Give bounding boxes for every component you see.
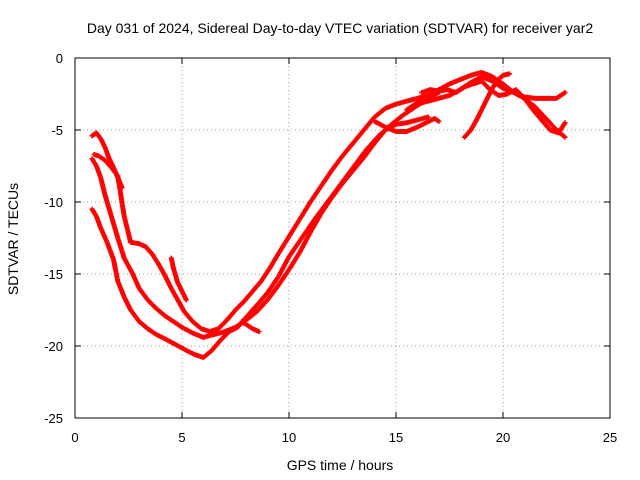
x-tick-label: 25	[603, 430, 617, 445]
series-track-5	[168, 255, 189, 303]
series-track-11	[372, 115, 442, 134]
plot-frame	[74, 57, 611, 419]
data-point	[256, 329, 262, 335]
y-tick-label: 0	[56, 51, 63, 66]
data-point	[562, 90, 568, 96]
y-axis-label: SDTVAR / TECUs	[5, 183, 21, 295]
series-track-10	[461, 71, 512, 140]
y-tick-label: -15	[44, 267, 63, 282]
data-points	[89, 69, 568, 361]
series-track-6	[239, 319, 262, 335]
series-track-1	[89, 90, 442, 361]
y-tick-label: -5	[51, 123, 63, 138]
y-tick-label: -20	[44, 339, 63, 354]
data-point	[562, 120, 568, 126]
data-point	[425, 114, 431, 120]
data-point	[183, 297, 189, 303]
y-tick-label: -10	[44, 195, 63, 210]
axis-ticks: 0 5 10 15 20 25 0 -5 -10 -15 -20 -25	[44, 51, 617, 445]
x-tick-label: 15	[389, 430, 403, 445]
series-track-4	[91, 92, 431, 335]
data-point	[562, 134, 568, 140]
series-track-2	[89, 114, 431, 340]
grid-lines	[75, 58, 610, 418]
x-tick-label: 0	[71, 430, 78, 445]
y-tick-label: -25	[44, 411, 63, 426]
data-point	[506, 71, 512, 77]
x-tick-label: 5	[178, 430, 185, 445]
x-tick-label: 20	[496, 430, 510, 445]
data-point	[436, 118, 442, 124]
x-axis-label: GPS time / hours	[287, 457, 394, 473]
x-tick-label: 10	[282, 430, 296, 445]
chart-title: Day 031 of 2024, Sidereal Day-to-day VTE…	[87, 20, 593, 36]
